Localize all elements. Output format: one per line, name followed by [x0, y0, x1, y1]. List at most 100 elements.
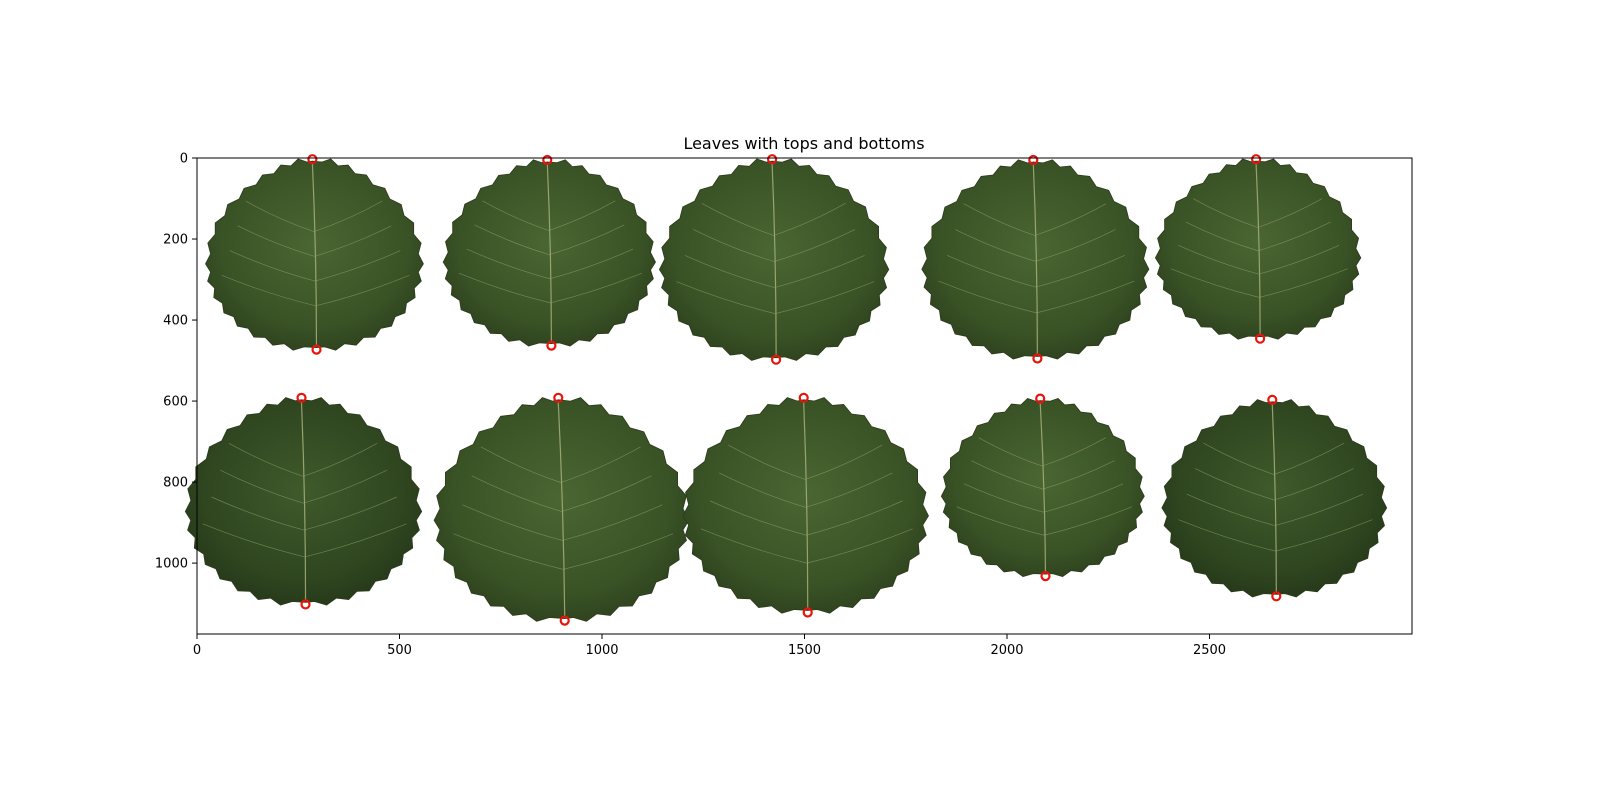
leaf-vein [1193, 198, 1258, 228]
leaf-top-marker [1267, 394, 1278, 405]
leaf-vein [1178, 245, 1259, 275]
leaf-vein [560, 446, 641, 483]
leaf-vein [728, 444, 806, 480]
x-tick-label: 2500 [1193, 643, 1226, 658]
leaf-bottom-marker [802, 607, 813, 618]
leaf-blade [1154, 158, 1362, 340]
leaf [184, 397, 423, 606]
leaf-vein [1034, 203, 1107, 236]
leaf-bottom-marker [300, 599, 311, 610]
leaf [442, 159, 656, 347]
leaf-vein [955, 229, 1036, 262]
leaf-vein [1273, 442, 1345, 475]
leaf-blade [442, 159, 656, 347]
leaf-vein [938, 280, 1037, 314]
leaf-vein [1178, 519, 1276, 552]
leaf-midrib [546, 163, 552, 343]
chart-title: Leaves with tops and bottoms [683, 134, 924, 153]
leaf-vein [471, 475, 562, 512]
leaf-midrib [771, 163, 777, 357]
leaf [1161, 399, 1388, 598]
leaf-vein [302, 442, 378, 477]
leaf-vein [562, 504, 663, 541]
leaf-top-marker [798, 392, 809, 403]
leaf-bottom-marker [1040, 570, 1051, 582]
leaf-vein [550, 272, 643, 304]
leaf-vein [315, 275, 410, 307]
leaf-vein [1185, 221, 1259, 252]
leaf-vein [1042, 437, 1106, 467]
leaf-vein [313, 200, 383, 232]
leaf-image [184, 158, 1388, 622]
leaf [658, 158, 890, 361]
leaf-vein [700, 528, 807, 564]
marker-layer [296, 154, 1282, 626]
leaf-vein [709, 500, 807, 536]
leaf-top-marker [542, 154, 553, 166]
y-axis: 0 200 400 600 800 1000 [155, 152, 197, 572]
y-tick-label: 200 [163, 233, 188, 248]
x-tick-label: 2000 [990, 643, 1023, 658]
leaf-vein [314, 225, 392, 257]
leaf-vein [978, 437, 1043, 467]
leaf-vein [684, 255, 775, 288]
leaf-vein [453, 533, 564, 570]
leaf-top-marker [766, 154, 778, 165]
leaf-vein [773, 203, 846, 236]
leaf [1154, 158, 1362, 340]
leaf-bottom-marker [546, 340, 557, 351]
leaf-vein [1035, 254, 1125, 288]
leaf-vein [563, 533, 674, 570]
leaf-bottom-marker [770, 354, 782, 365]
leaf-vein [1275, 519, 1373, 552]
leaf-vein [549, 248, 634, 280]
leaf-vein [1186, 493, 1275, 526]
leaf-vein [245, 200, 315, 232]
leaf-bottom-marker [1271, 591, 1282, 602]
leaf-vein [303, 469, 388, 504]
leaf-vein [220, 469, 304, 504]
leaf-vein [806, 500, 903, 536]
x-tick-label: 1500 [788, 643, 821, 658]
leaf-vein [303, 496, 397, 531]
leaf-blade [921, 159, 1150, 360]
leaf-vein [228, 442, 304, 477]
leaf-vein [221, 275, 316, 307]
leaf-vein [1042, 460, 1115, 490]
leaf-vein [1035, 229, 1116, 262]
leaf-vein [211, 496, 305, 531]
leaf-midrib [1271, 403, 1277, 594]
leaf-blade [1161, 399, 1388, 598]
y-tick-label: 800 [163, 476, 188, 491]
leaf-vein [963, 483, 1044, 513]
y-tick-label: 1000 [155, 557, 188, 572]
leaf-vein [1274, 468, 1354, 501]
leaf-vein [775, 281, 875, 314]
x-tick-label: 500 [387, 643, 412, 658]
leaf-vein [462, 504, 563, 541]
leaf-vein [458, 272, 551, 304]
leaf-vein [806, 528, 913, 564]
leaf-vein [314, 250, 401, 282]
leaf-vein [971, 460, 1043, 490]
leaf-vein [1170, 268, 1260, 298]
x-tick-label: 0 [193, 643, 201, 658]
leaf-top-marker [553, 392, 564, 403]
leaf-vein [480, 446, 561, 483]
leaf-midrib [803, 401, 809, 610]
leaf [940, 397, 1145, 578]
leaf-vein [774, 255, 865, 288]
leaf-blade [184, 397, 423, 606]
leaf-bottom-marker [559, 615, 570, 626]
x-tick-label: 1000 [585, 643, 618, 658]
leaf-blade [205, 158, 424, 351]
leaf-vein [474, 224, 550, 255]
leaf-vein [956, 506, 1045, 536]
leaf-blade [940, 397, 1145, 578]
leaf-vein [676, 281, 776, 314]
leaf-midrib [1255, 163, 1261, 336]
leaf-top-marker [307, 154, 318, 165]
leaf-vein [805, 444, 883, 480]
leaf-midrib [1032, 164, 1038, 356]
leaf-vein [549, 224, 625, 255]
